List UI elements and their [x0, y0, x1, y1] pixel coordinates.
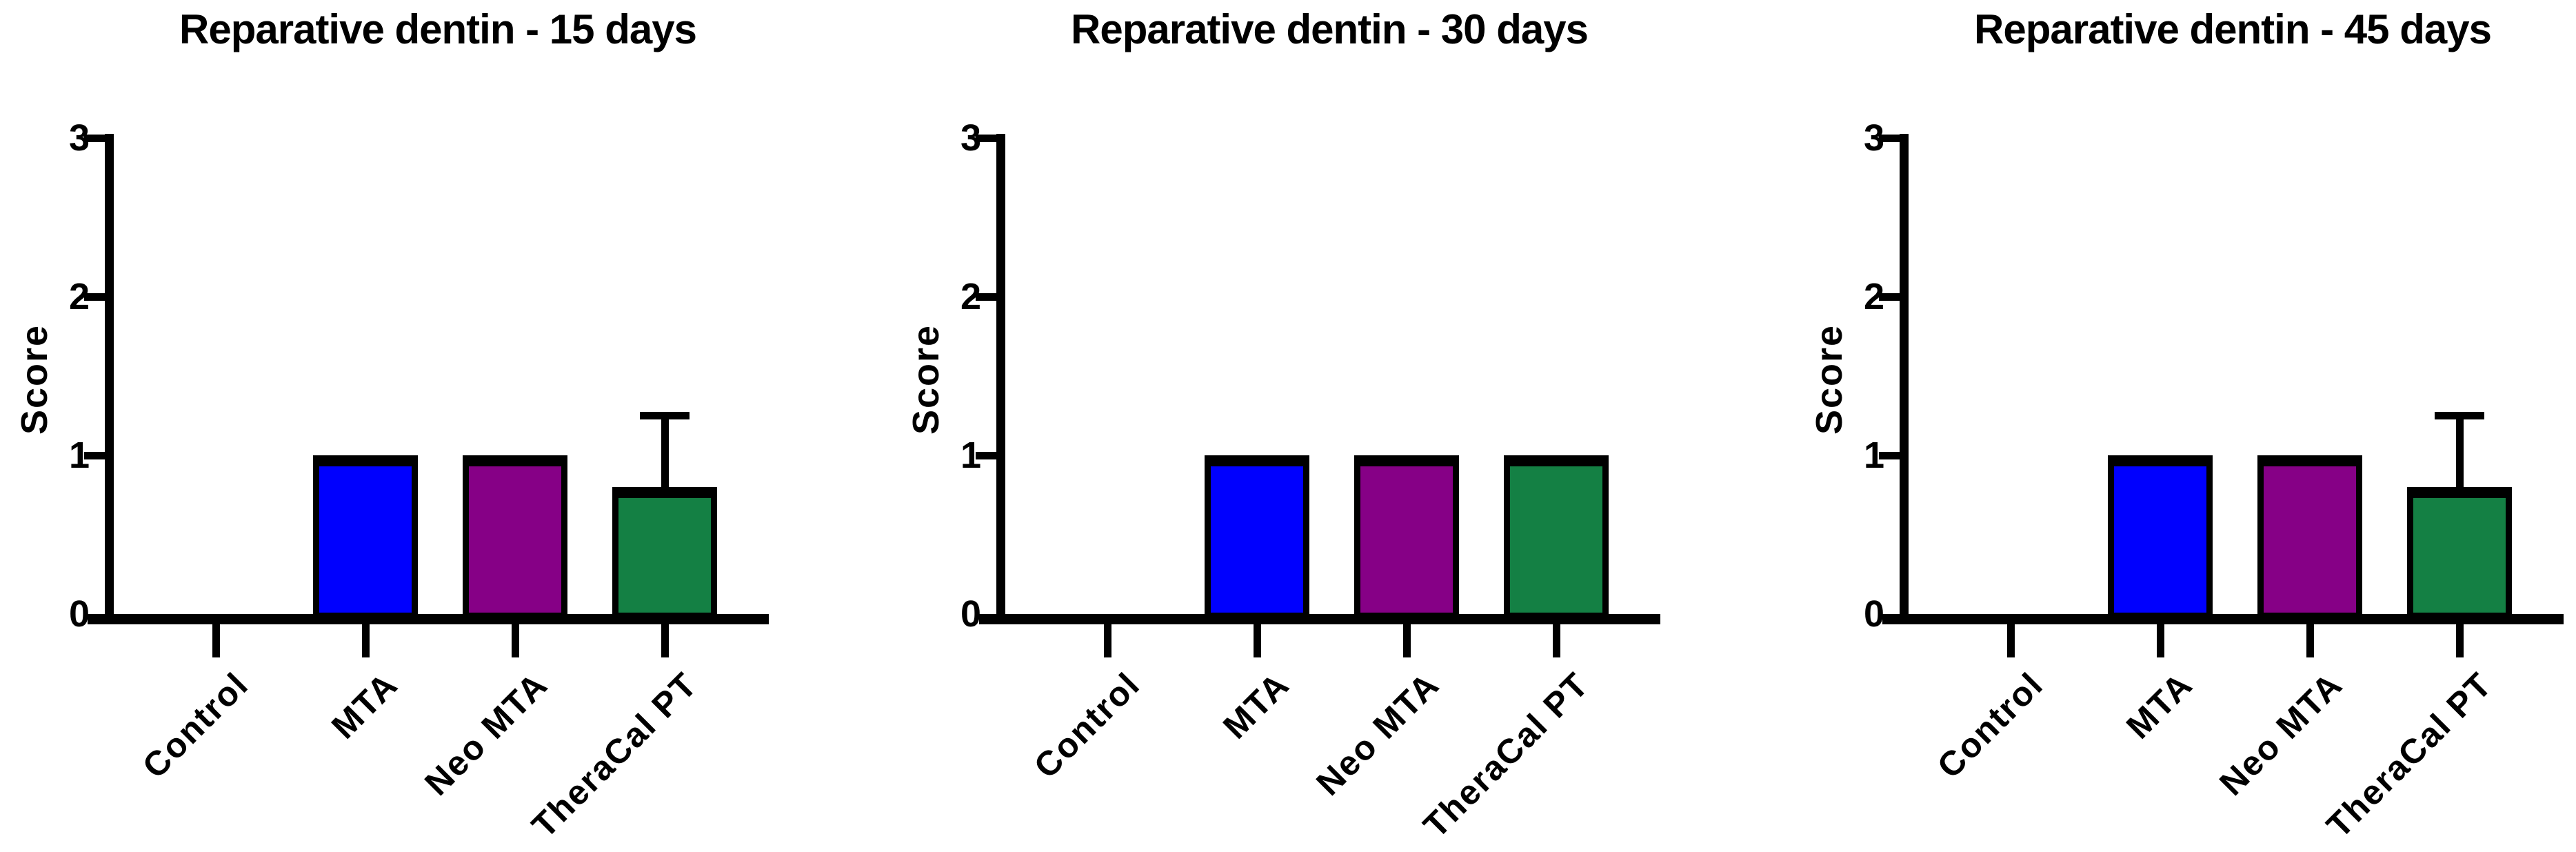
y-tick-label: 2 — [68, 276, 90, 317]
x-tick-mark — [2157, 624, 2164, 657]
x-axis-line — [1882, 614, 2564, 624]
chart-title: Reparative dentin - 30 days — [1071, 6, 1589, 52]
chart-reparative-dentin-30-days: Reparative dentin - 30 days Score 0 1 2 3 Co… — [858, 0, 1717, 852]
x-tick-mark — [2456, 624, 2464, 657]
bar-mta — [313, 455, 418, 619]
chart-title: Reparative dentin - 45 days — [1974, 6, 2492, 52]
x-tick-mark — [2007, 624, 2015, 657]
y-tick-mark — [1879, 452, 1909, 459]
y-tick-label: 0 — [68, 593, 90, 635]
error-bar-line — [661, 415, 669, 494]
error-bar-cap — [640, 412, 690, 419]
y-axis-title: Score — [1809, 324, 1850, 435]
y-axis-line — [105, 134, 114, 624]
y-tick-mark — [976, 452, 1005, 459]
y-tick-mark — [84, 452, 114, 459]
y-tick-label: 1 — [68, 435, 90, 476]
error-bar-cap — [2435, 412, 2484, 419]
y-tick-label: 3 — [68, 117, 90, 159]
x-category-label: MTA — [324, 664, 406, 746]
chart-reparative-dentin-45-days: Reparative dentin - 45 days Score 0 1 2 3 Co… — [1717, 0, 2575, 852]
y-axis-title: Score — [14, 324, 55, 435]
x-tick-mark — [1104, 624, 1111, 657]
y-tick-label: 0 — [1863, 593, 1884, 635]
bar-mta — [1205, 455, 1309, 619]
x-category-label: Control — [1930, 664, 2051, 786]
x-category-label: MTA — [1216, 664, 1298, 746]
chart-title: Reparative dentin - 15 days — [179, 6, 697, 52]
x-tick-mark — [661, 624, 669, 657]
y-tick-mark — [976, 293, 1005, 301]
y-axis-line — [996, 134, 1005, 624]
y-tick-label: 0 — [960, 593, 981, 635]
y-tick-mark — [1879, 135, 1909, 142]
chart-reparative-dentin-15-days: Reparative dentin - 15 days Score 0 1 2 3 Co… — [0, 0, 858, 852]
x-tick-mark — [1254, 624, 1261, 657]
x-tick-mark — [362, 624, 370, 657]
y-tick-mark — [84, 293, 114, 301]
y-axis-title: Score — [905, 324, 947, 435]
x-category-label: Neo MTA — [417, 664, 556, 803]
bar-theracal-pt — [1504, 455, 1609, 619]
x-tick-mark — [2306, 624, 2314, 657]
y-tick-mark — [1879, 293, 1909, 301]
x-tick-mark — [212, 624, 220, 657]
x-category-label: Neo MTA — [2212, 664, 2351, 803]
x-tick-mark — [512, 624, 519, 657]
y-tick-label: 2 — [960, 276, 981, 317]
x-category-label: Control — [1027, 664, 1148, 786]
x-category-label: Control — [135, 664, 256, 786]
error-bar-line — [2456, 415, 2464, 494]
y-tick-label: 1 — [960, 435, 981, 476]
x-tick-mark — [1553, 624, 1560, 657]
x-axis-line — [88, 614, 769, 624]
y-tick-mark — [84, 135, 114, 142]
y-tick-label: 1 — [1863, 435, 1884, 476]
bar-neo-mta — [1354, 455, 1459, 619]
bar-neo-mta — [463, 455, 567, 619]
y-tick-label: 3 — [960, 117, 981, 159]
y-axis-line — [1900, 134, 1909, 624]
y-tick-label: 2 — [1863, 276, 1884, 317]
bar-theracal-pt — [612, 487, 717, 619]
y-tick-mark — [976, 135, 1005, 142]
x-tick-mark — [1403, 624, 1411, 657]
bar-neo-mta — [2257, 455, 2362, 619]
y-tick-label: 3 — [1863, 117, 1884, 159]
bar-theracal-pt — [2407, 487, 2512, 619]
x-category-label: Neo MTA — [1309, 664, 1447, 803]
x-axis-line — [979, 614, 1660, 624]
bar-mta — [2108, 455, 2213, 619]
x-category-label: MTA — [2119, 664, 2201, 746]
